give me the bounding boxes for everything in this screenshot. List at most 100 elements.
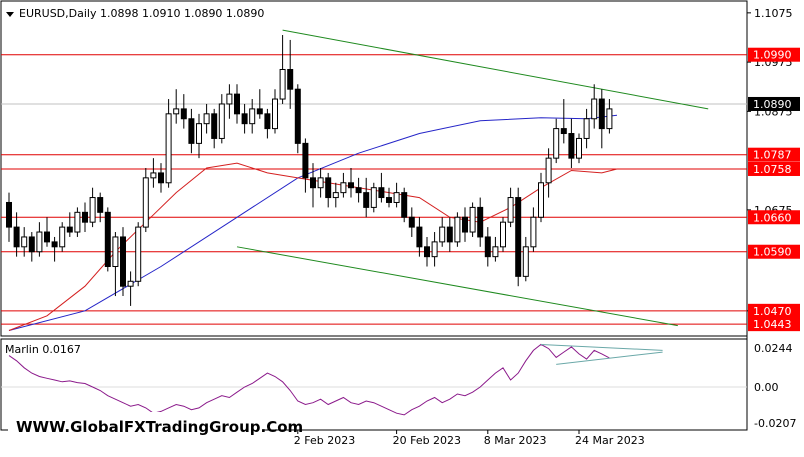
x-tick-label: 2 Feb 2023: [294, 434, 355, 447]
candle-body: [484, 236, 491, 258]
candle-body: [576, 137, 582, 159]
candle-body: [507, 197, 514, 223]
level-price-tag: [748, 161, 800, 176]
chart-title: EURUSD,Daily 1.0898 1.0910 1.0890 1.0890: [19, 7, 264, 20]
candle: [431, 232, 438, 267]
candle-body: [218, 103, 225, 139]
trendline: [236, 246, 678, 327]
candle-body: [332, 192, 339, 199]
candle: [120, 227, 126, 297]
candle: [89, 187, 96, 228]
marlin-layer: [1, 343, 747, 416]
current-price-label: 1.0890: [753, 98, 792, 111]
candle: [416, 217, 423, 257]
candle: [348, 168, 354, 198]
candle-body: [287, 68, 294, 90]
candle: [28, 232, 35, 262]
candle-body: [386, 197, 392, 203]
candle: [82, 202, 88, 233]
level-price-label: 1.0758: [753, 163, 792, 176]
candle-body: [310, 177, 316, 189]
candle-body: [89, 197, 96, 223]
watermark-text: WWW.GlobalFXTradingGroup.Com: [16, 418, 303, 436]
candle-body: [439, 226, 446, 243]
candle: [97, 192, 104, 223]
candle-body: [211, 113, 218, 139]
candle: [317, 168, 324, 198]
candle-body: [370, 187, 377, 208]
candle: [127, 271, 134, 306]
collapse-arrow-icon[interactable]: [6, 12, 14, 17]
x-tick-label: 20 Feb 2023: [393, 434, 461, 447]
candle-body: [13, 226, 20, 248]
candle: [446, 217, 453, 252]
candle-body: [446, 226, 453, 243]
candle: [408, 207, 415, 237]
candle-body: [378, 187, 385, 199]
level-price-tag: [748, 147, 800, 162]
candle-body: [241, 113, 248, 125]
candle: [386, 187, 392, 208]
candle-body: [416, 226, 423, 248]
candle-body: [560, 128, 567, 135]
candle: [378, 172, 385, 203]
candle: [264, 108, 271, 139]
candle-body: [180, 108, 187, 120]
candle-body: [408, 216, 415, 228]
candle-body: [165, 113, 172, 184]
candle: [302, 138, 309, 193]
candle-body: [51, 241, 58, 248]
candle: [165, 99, 172, 188]
trendline: [282, 29, 709, 110]
candle: [173, 89, 180, 124]
candle-body: [158, 172, 164, 184]
candle-body: [424, 246, 430, 258]
candle-body: [606, 108, 613, 130]
candle: [477, 197, 484, 247]
candle-body: [363, 192, 370, 208]
candle-body: [234, 93, 240, 115]
candle-body: [97, 197, 104, 213]
candle: [522, 236, 529, 282]
candle-body: [302, 142, 309, 179]
candle-body: [591, 98, 598, 120]
candle: [363, 177, 370, 218]
candle-body: [28, 236, 35, 253]
candle-body: [545, 157, 552, 184]
candle-body: [522, 246, 529, 277]
candle: [538, 172, 544, 223]
candle: [332, 182, 339, 208]
candle: [583, 108, 590, 149]
candle: [36, 222, 43, 257]
candle-body: [477, 206, 484, 238]
level-price-label: 1.0590: [753, 246, 792, 259]
candle: [439, 217, 446, 247]
candle-body: [66, 226, 73, 233]
candle-body: [454, 216, 461, 243]
level-price-tag: [748, 303, 800, 318]
candle: [393, 182, 400, 208]
candle: [59, 222, 66, 252]
candle: [454, 212, 461, 247]
candle: [545, 148, 552, 198]
candle-body: [173, 108, 180, 115]
candle: [500, 217, 506, 252]
candle-body: [325, 177, 332, 199]
indicator-tick-label: -0.0207: [754, 417, 796, 430]
candle-body: [431, 241, 438, 258]
level-price-label: 1.0470: [753, 305, 792, 318]
candle-body: [553, 128, 560, 159]
watermark-box: [8, 412, 264, 440]
marlin-channel-lower: [556, 351, 663, 365]
candle: [150, 158, 157, 188]
candle-body: [462, 216, 468, 233]
level-price-label: 1.0660: [753, 211, 792, 224]
candle: [112, 232, 119, 297]
marlin-channel-upper: [540, 343, 663, 351]
x-tick-label: 8 Mar 2023: [484, 434, 547, 447]
candle: [598, 89, 605, 149]
candle-body: [272, 98, 278, 130]
indicator-label: Marlin 0.0167: [5, 343, 81, 356]
candle-body: [226, 93, 233, 105]
